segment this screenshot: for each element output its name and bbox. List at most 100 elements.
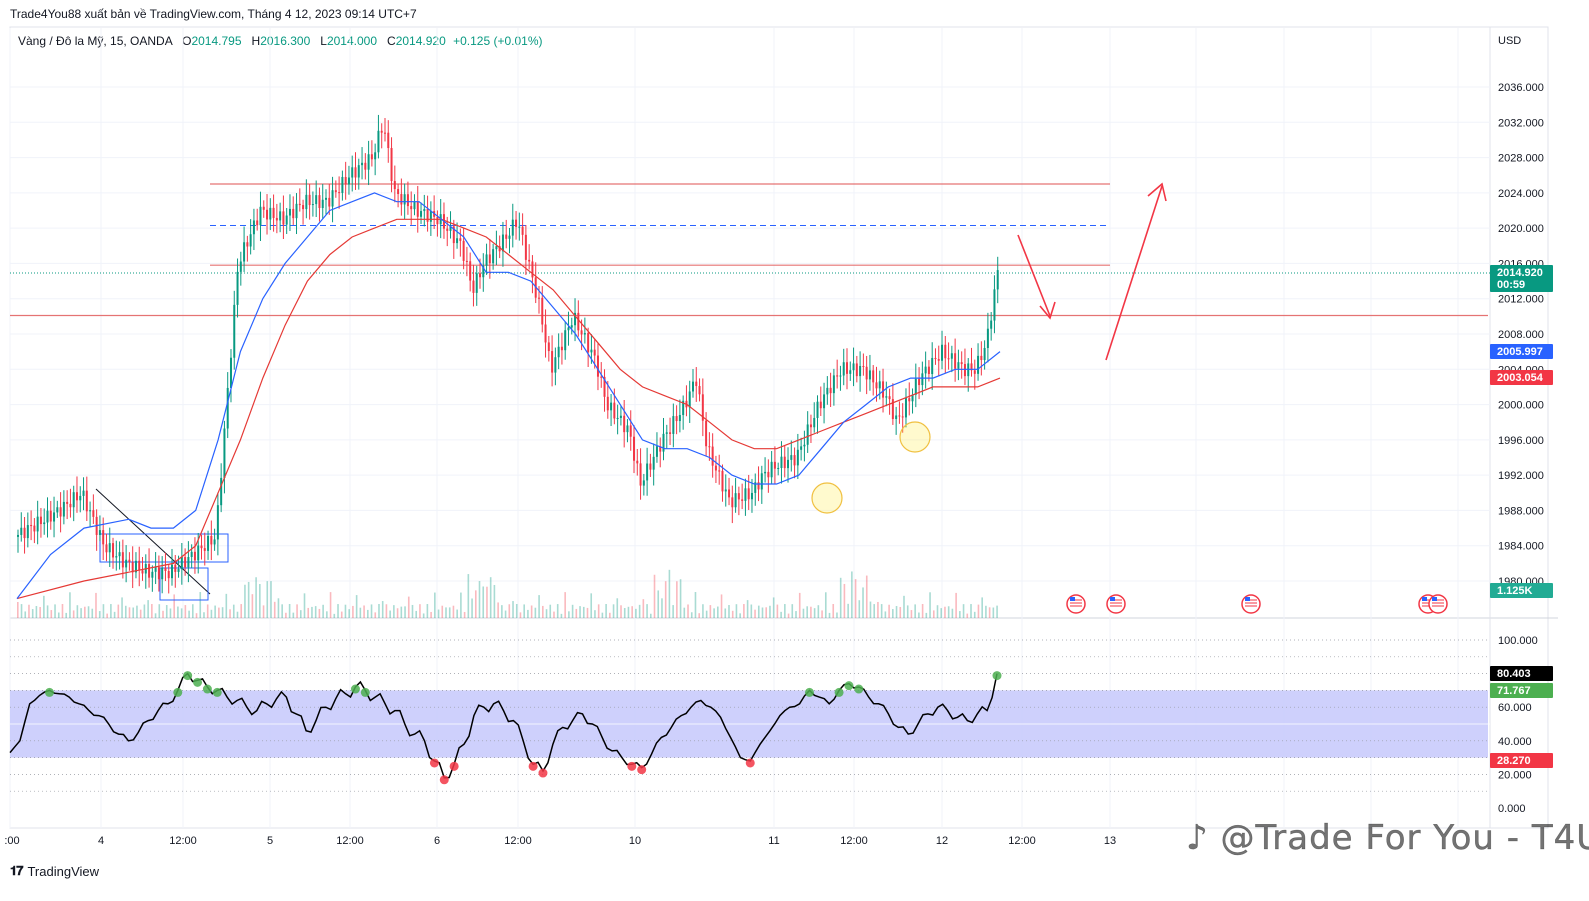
volume-bar [966, 613, 969, 618]
rsi-tick-label: 60.000 [1498, 702, 1532, 714]
candle-body [285, 215, 288, 225]
candle-body [590, 349, 593, 353]
rsi-overbought-marker [212, 687, 222, 697]
volume-bar [661, 598, 663, 618]
volume-bar [635, 608, 637, 618]
volume-bar [374, 612, 377, 618]
candle-body [678, 415, 681, 422]
candle-body [272, 207, 275, 218]
volume-bar [538, 595, 540, 618]
volume-bar [590, 593, 593, 618]
candle-body [459, 238, 462, 241]
volume-bar [139, 609, 142, 618]
candle-body [859, 366, 862, 377]
candle-body [554, 357, 557, 373]
volume-bar [690, 612, 693, 618]
candle-body [793, 455, 796, 466]
candle-body [449, 226, 452, 231]
rsi-lower-label: 28.270 [1497, 755, 1531, 767]
candle-body [767, 471, 770, 478]
volume-bar [903, 595, 905, 618]
us-flag-icon [1428, 594, 1448, 614]
candle-body [262, 206, 265, 210]
volume-bar [251, 594, 254, 618]
candle-body [508, 235, 511, 239]
candle-body [334, 190, 337, 193]
candle-body [498, 246, 501, 252]
rsi-lower-label-bg [1490, 753, 1553, 768]
watermark: ♪ @Trade For You - T4U [1186, 818, 1589, 859]
volume-bar [892, 609, 894, 618]
candle-body [682, 400, 685, 416]
volume-bar [765, 607, 768, 618]
volume-bar [448, 607, 451, 618]
candle-body [895, 415, 898, 420]
candle-body [505, 234, 508, 239]
rsi-upper-label: 71.767 [1497, 685, 1531, 697]
candle-body [174, 564, 177, 572]
volume-bar [255, 577, 257, 618]
ma-slow-value-label-bg [1490, 370, 1553, 385]
candle-body [845, 362, 848, 374]
volume-value-label-bg [1490, 583, 1553, 598]
candle-body [973, 370, 976, 374]
tradingview-logo: 𝟏𝟕 TradingView [10, 863, 99, 879]
candle-body [570, 325, 573, 328]
candle-body [600, 376, 603, 378]
candle-body [711, 446, 714, 466]
candle-body [223, 428, 226, 478]
candle-body [416, 201, 419, 217]
candle-body [344, 176, 347, 185]
volume-bar [687, 604, 689, 618]
rsi-overbought-marker [992, 671, 1002, 681]
volume-bar [519, 612, 522, 618]
candle-body [311, 204, 314, 206]
candle-body [655, 446, 658, 457]
ma-slow-value-label: 2003.054 [1497, 372, 1544, 384]
candle-body [105, 544, 108, 553]
candle-body [574, 312, 577, 326]
volume-bar [720, 594, 723, 618]
candle-body [321, 199, 324, 209]
volume-bar [571, 604, 574, 618]
candle-body [39, 516, 42, 525]
volume-bar [996, 605, 998, 618]
candle-body [128, 559, 131, 563]
volume-bar [836, 612, 838, 618]
rsi-oversold-marker [637, 765, 647, 775]
price-tick-label: 1984.000 [1498, 541, 1544, 553]
candle-body [102, 530, 105, 545]
volume-bar [843, 583, 846, 618]
volume-bar [329, 592, 332, 618]
rsi-oversold-marker [745, 758, 755, 768]
candle-body [210, 536, 213, 545]
volume-bar [259, 584, 261, 618]
volume-bar [735, 604, 738, 618]
candle-body [878, 381, 881, 389]
volume-bar [534, 607, 537, 618]
volume-bar [266, 581, 269, 618]
candle-body [200, 545, 203, 549]
volume-bar [337, 604, 339, 618]
candle-body [708, 446, 711, 448]
volume-bar [35, 606, 38, 618]
candle-body [62, 501, 65, 517]
highlight-circle [811, 482, 843, 514]
candle-body [17, 534, 19, 537]
volume-bar [281, 604, 283, 618]
volume-bar [333, 613, 336, 618]
candle-body [397, 189, 400, 195]
candle-body [931, 357, 934, 375]
candle-body [390, 148, 393, 182]
candle-body [377, 130, 380, 153]
volume-bar [489, 577, 492, 618]
volume-bar [404, 606, 406, 618]
volume-bar [582, 606, 585, 618]
candle-body [249, 234, 252, 247]
candle-body [764, 471, 767, 474]
volume-bar [288, 604, 291, 618]
candle-body [125, 559, 128, 568]
candle-body [216, 505, 219, 540]
volume-bar [899, 606, 902, 618]
